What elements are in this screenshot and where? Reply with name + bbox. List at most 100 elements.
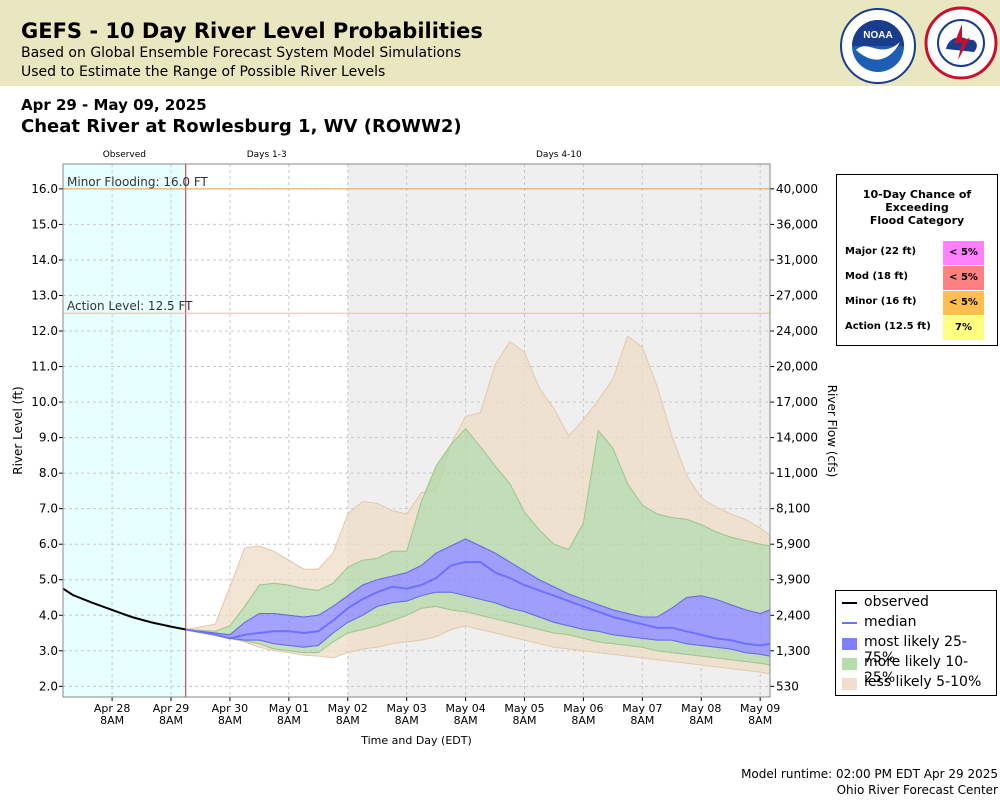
- header-banner: [0, 0, 1000, 86]
- y2-tick-label: 40,000: [776, 182, 818, 196]
- probability-row-minor: Minor (16 ft) < 5%: [845, 291, 995, 315]
- x-tick-label: May 01: [269, 702, 309, 715]
- probability-value: < 5%: [943, 241, 984, 265]
- legend-item-less-likely: less likely 5-10%: [842, 673, 992, 693]
- legend-item-median: median: [842, 613, 992, 633]
- y-tick-label: 15.0: [31, 217, 58, 231]
- plot-frame: [62, 163, 771, 698]
- national-weather-service-logo: [924, 6, 998, 80]
- x-tick-label: 8AM: [100, 714, 124, 727]
- probability-value: < 5%: [943, 266, 984, 290]
- y-tick-label: 13.0: [31, 288, 58, 302]
- x-tick-label: 8AM: [454, 714, 478, 727]
- period-label: Days 4-10: [536, 150, 582, 160]
- y-tick-label: 4.0: [39, 608, 58, 622]
- y2-tick-label: 14,000: [776, 431, 818, 445]
- y2-axis-title: River Flow (cfs): [825, 385, 839, 478]
- legend-label: most likely 25-75%: [864, 634, 967, 666]
- y-tick-label: 12.0: [31, 324, 58, 338]
- station-name: Cheat River at Rowlesburg 1, WV (ROWW2): [21, 116, 462, 137]
- y2-tick-label: 36,000: [776, 217, 818, 231]
- svg-text:NOAA: NOAA: [863, 30, 892, 41]
- x-tick-label: 8AM: [689, 714, 713, 727]
- y2-tick-label: 17,000: [776, 395, 818, 409]
- probability-row-moderate: Mod (18 ft) < 5%: [845, 266, 995, 290]
- legend-box-swatch: [842, 638, 857, 650]
- x-tick-label: May 06: [563, 702, 603, 715]
- x-tick-label: 8AM: [571, 714, 595, 727]
- median-line: [185, 561, 771, 647]
- y2-tick-label: 24,000: [776, 324, 818, 338]
- x-tick-label: May 02: [328, 702, 368, 715]
- observed-line: [62, 587, 186, 631]
- y2-tick-label: 31,000: [776, 253, 818, 267]
- x-tick-label: May 09: [740, 702, 780, 715]
- legend-label: median: [864, 614, 917, 630]
- x-tick-label: 8AM: [218, 714, 242, 727]
- probability-title-line: 10-Day Chance of: [862, 188, 972, 201]
- period-label: Days 1-3: [247, 150, 287, 160]
- probability-value: < 5%: [943, 291, 984, 315]
- legend-item-more-likely: more likely 10-25%: [842, 653, 992, 686]
- x-tick-label: Apr 28: [94, 702, 131, 715]
- legend-line-swatch: [842, 622, 857, 624]
- period-label: Observed: [103, 150, 146, 160]
- y-tick-label: 2.0: [39, 679, 58, 693]
- x-tick-label: 8AM: [630, 714, 654, 727]
- x-tick-label: 8AM: [395, 714, 419, 727]
- legend-box-swatch: [842, 658, 857, 670]
- chart-legend: observed median most likely 25-75% more …: [835, 590, 997, 696]
- y-tick-label: 9.0: [39, 431, 58, 445]
- legend-item-observed: observed: [842, 593, 992, 613]
- probability-title-line: Exceeding: [885, 201, 949, 214]
- y-tick-label: 5.0: [39, 573, 58, 587]
- probability-row-action: Action (12.5 ft) 7%: [845, 316, 995, 340]
- legend-label: observed: [864, 594, 929, 610]
- probability-box-title: 10-Day Chance of Exceeding Flood Categor…: [837, 188, 997, 227]
- y-tick-label: 7.0: [39, 502, 58, 516]
- x-tick-label: May 05: [504, 702, 544, 715]
- probability-title-line: Flood Category: [869, 214, 965, 227]
- x-tick-label: May 08: [681, 702, 721, 715]
- x-tick-label: 8AM: [336, 714, 360, 727]
- x-tick-label: 8AM: [513, 714, 537, 727]
- y-axis-title: River Level (ft): [11, 386, 25, 474]
- x-axis-title: Time and Day (EDT): [360, 734, 472, 747]
- y-tick-label: 14.0: [31, 253, 58, 267]
- model-runtime: Model runtime: 02:00 PM EDT Apr 29 2025: [741, 767, 998, 781]
- legend-item-most-likely: most likely 25-75%: [842, 633, 992, 666]
- forecast-center: Ohio River Forecast Center: [836, 783, 998, 797]
- probability-value: 7%: [943, 316, 984, 340]
- legend-label: more likely 10-25%: [864, 654, 969, 686]
- probability-label: Major (22 ft): [845, 246, 917, 257]
- y2-tick-label: 1,300: [776, 644, 810, 658]
- y2-tick-label: 530: [776, 679, 799, 693]
- y2-tick-label: 8,100: [776, 502, 810, 516]
- y2-tick-label: 27,000: [776, 288, 818, 302]
- x-tick-label: 8AM: [159, 714, 183, 727]
- probability-label: Mod (18 ft): [845, 271, 909, 282]
- y2-tick-label: 3,900: [776, 573, 810, 587]
- legend-line-swatch: [842, 602, 857, 604]
- y2-tick-label: 11,000: [776, 466, 818, 480]
- probability-label: Minor (16 ft): [845, 296, 917, 307]
- threshold-label: Minor Flooding: 16.0 FT: [67, 175, 209, 189]
- subtitle-line-1: Based on Global Ensemble Forecast System…: [21, 45, 462, 61]
- y-tick-label: 11.0: [31, 360, 58, 374]
- threshold-label: Action Level: 12.5 FT: [67, 299, 193, 313]
- x-tick-label: 8AM: [748, 714, 772, 727]
- flood-probability-box: 10-Day Chance of Exceeding Flood Categor…: [836, 174, 998, 346]
- probability-row-major: Major (22 ft) < 5%: [845, 241, 995, 265]
- x-tick-label: May 07: [622, 702, 662, 715]
- y2-tick-label: 2,400: [776, 608, 810, 622]
- y2-tick-label: 5,900: [776, 537, 810, 551]
- legend-box-swatch: [842, 678, 857, 690]
- x-tick-label: May 03: [387, 702, 427, 715]
- y-tick-label: 6.0: [39, 537, 58, 551]
- x-tick-label: 8AM: [277, 714, 301, 727]
- x-tick-label: Apr 29: [153, 702, 190, 715]
- x-tick-label: Apr 30: [212, 702, 249, 715]
- page-title: GEFS - 10 Day River Level Probabilities: [21, 19, 483, 43]
- legend-label: less likely 5-10%: [864, 674, 982, 690]
